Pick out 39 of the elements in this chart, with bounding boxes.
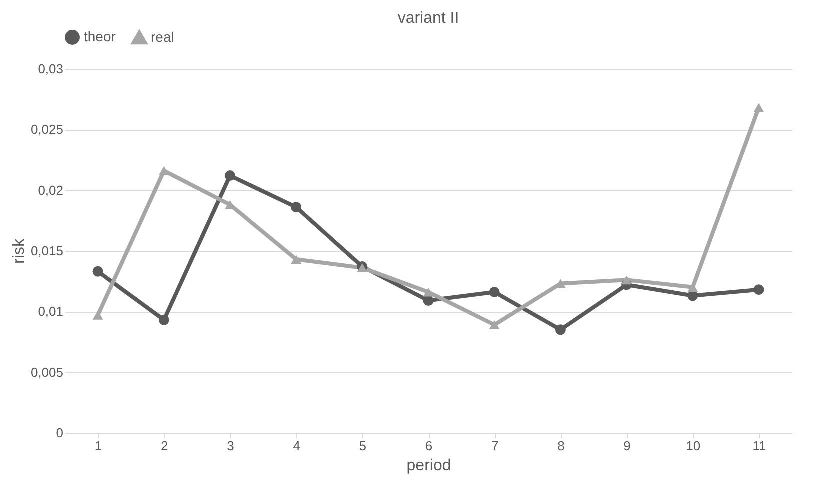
y-tick-label: 0,02	[38, 182, 64, 198]
point	[489, 320, 500, 330]
x-tick-label: 3	[227, 438, 234, 454]
chart-title: variant II	[398, 10, 460, 27]
x-tick-label: 10	[686, 438, 701, 454]
point	[423, 288, 434, 297]
x-tick-label: 6	[425, 438, 433, 454]
y-tick-label: 0,03	[38, 62, 64, 76]
point	[688, 290, 698, 302]
point	[224, 170, 236, 182]
point	[92, 310, 104, 320]
y-tick-label: 0,025	[30, 122, 64, 138]
y-tick-label: 0,01	[38, 304, 64, 320]
point	[555, 324, 566, 336]
legend-label: real	[151, 28, 174, 45]
x-tick-label: 7	[491, 438, 499, 454]
point	[291, 254, 302, 264]
point	[423, 296, 434, 306]
point	[291, 202, 302, 213]
y-axis-title: risk	[10, 238, 28, 264]
x-tick-label: 2	[161, 438, 168, 454]
point	[754, 103, 764, 112]
x-axis-title: period	[406, 458, 452, 474]
point	[158, 314, 170, 326]
point	[158, 166, 170, 176]
y-tick-label: 0,005	[30, 364, 64, 380]
y-tick-label: 0	[56, 426, 64, 440]
y-tick-label: 0,015	[30, 244, 64, 258]
point	[754, 284, 764, 296]
point	[622, 276, 632, 285]
x-tick-label: 9	[624, 438, 631, 454]
x-tick-label: 11	[752, 438, 766, 454]
x-tick-label: 1	[94, 438, 102, 454]
x-tick-label: 4	[293, 438, 300, 454]
x-tick-label: 8	[558, 438, 565, 454]
x-tick-label: 5	[359, 438, 367, 454]
legend-label: theor	[84, 28, 116, 45]
point	[489, 287, 500, 298]
point	[92, 266, 104, 277]
